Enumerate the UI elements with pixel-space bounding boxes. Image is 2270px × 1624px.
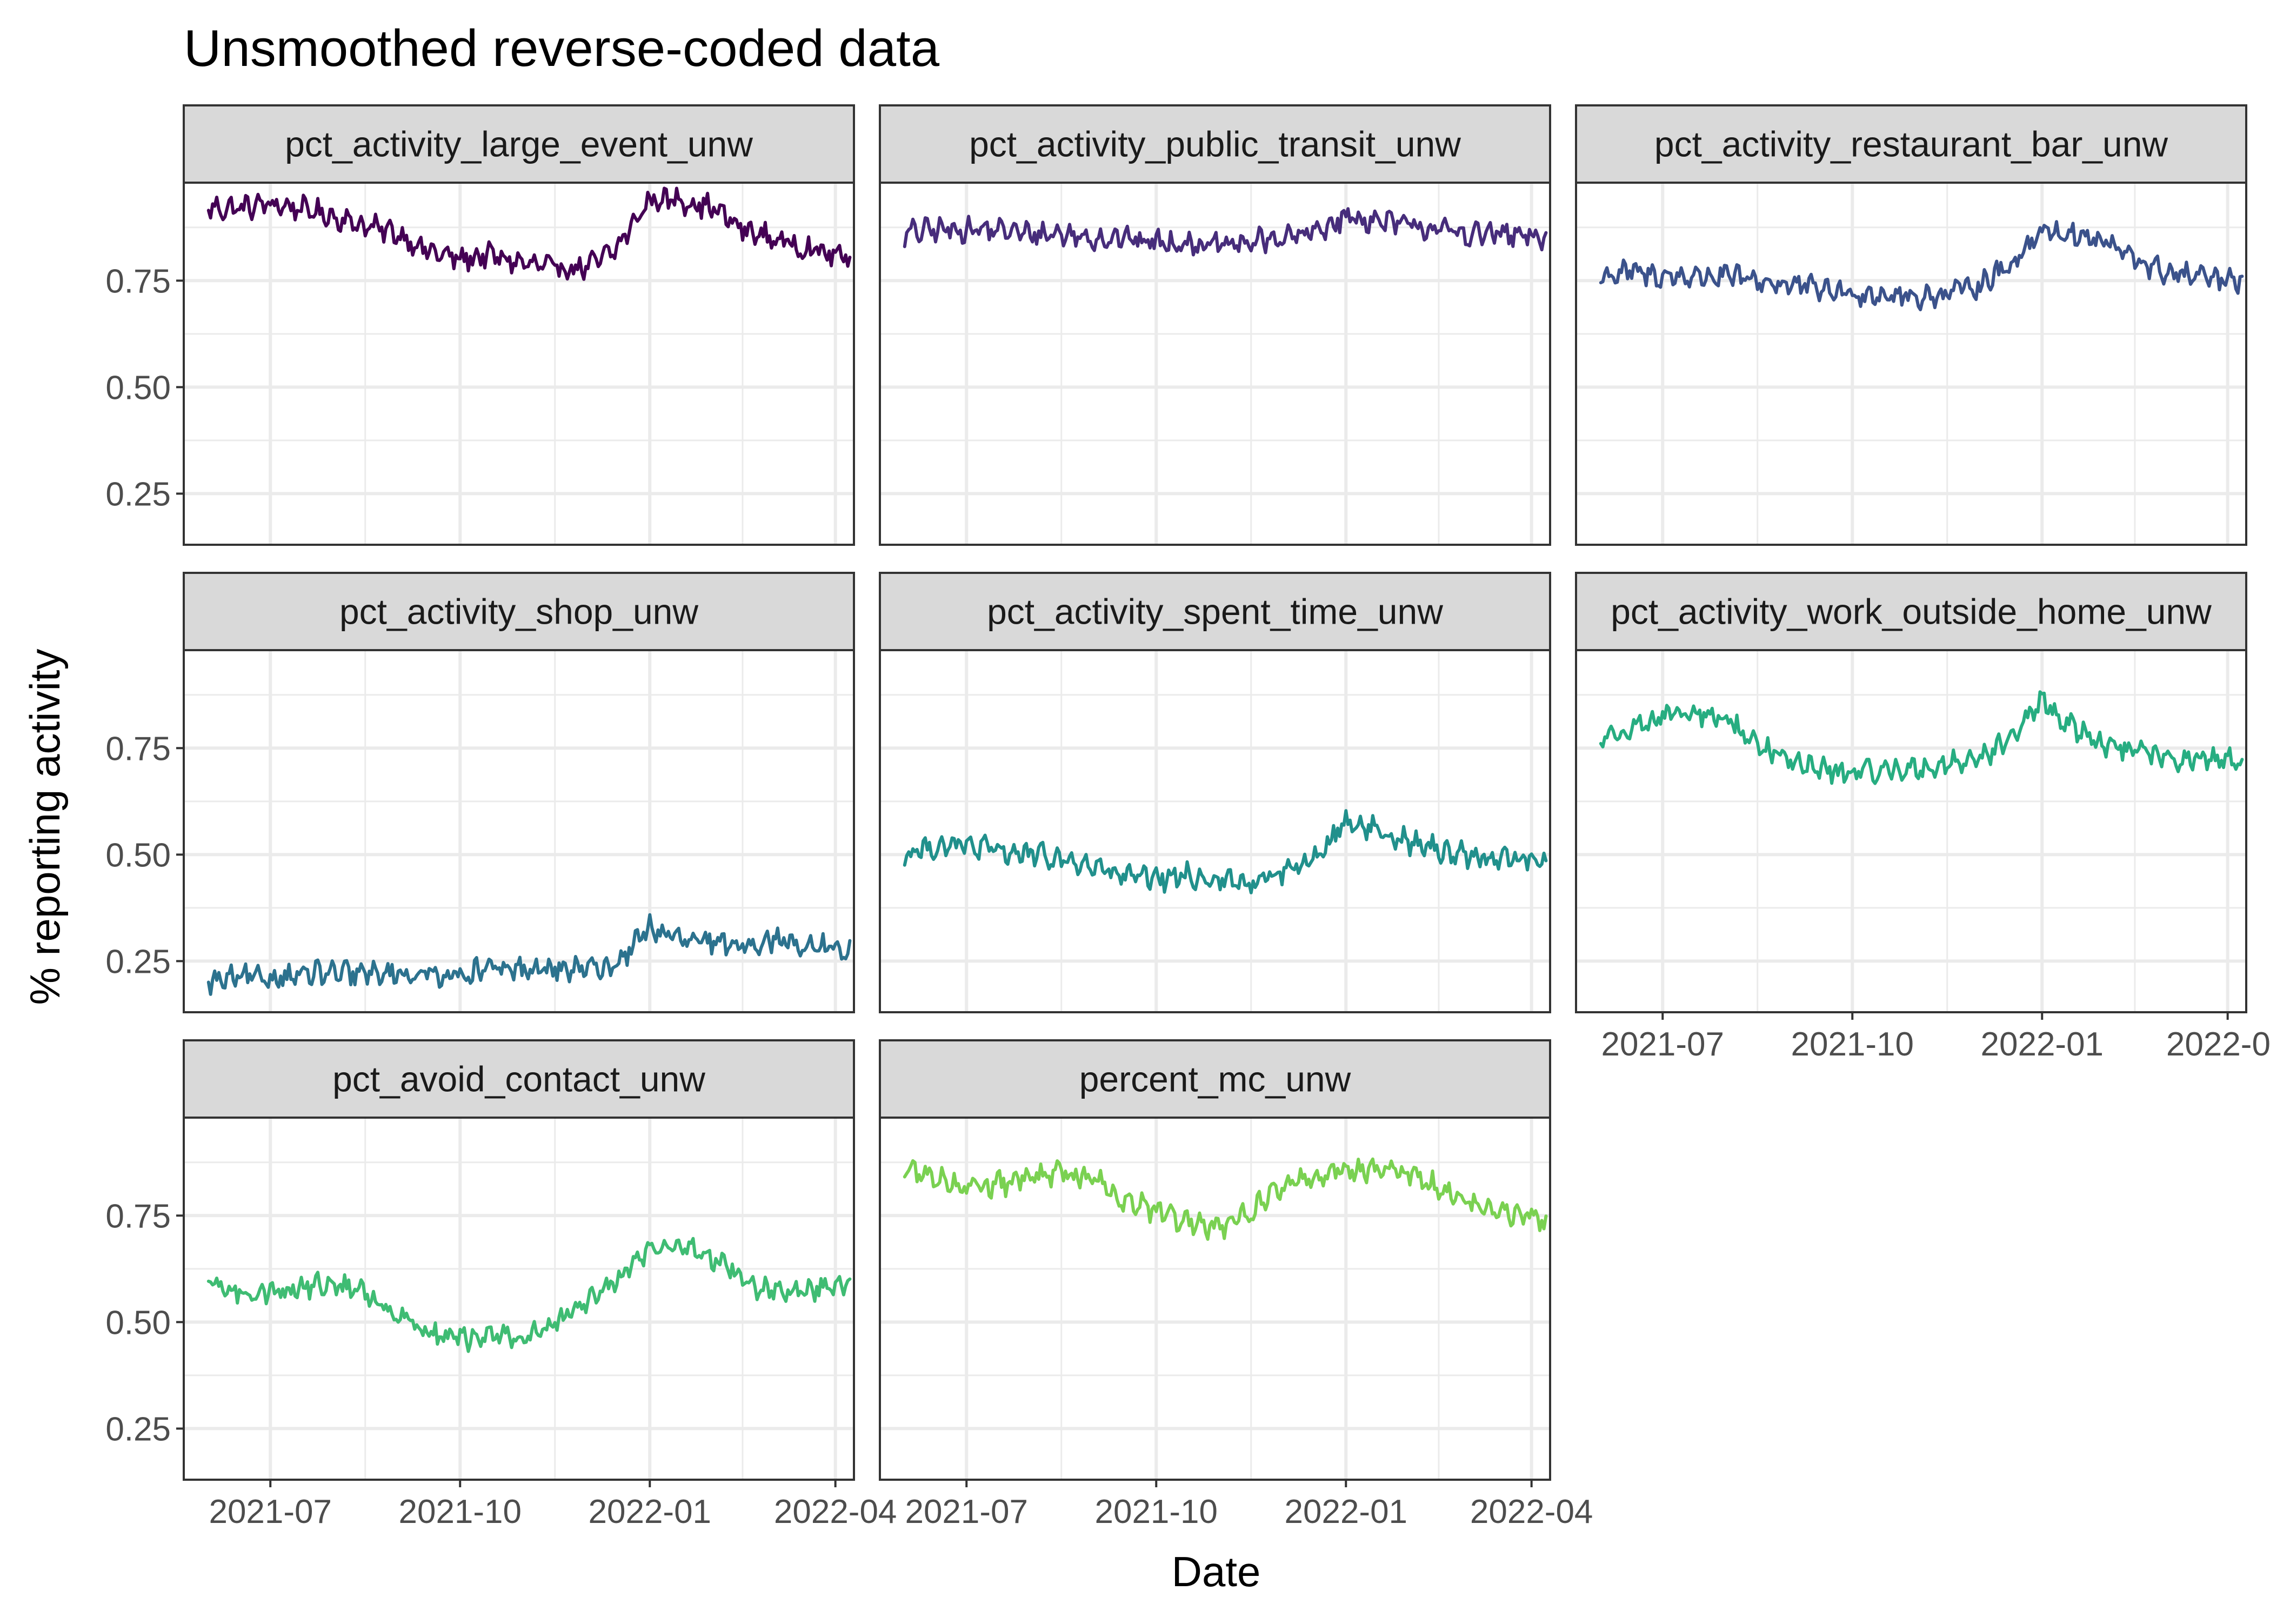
facet-panel: pct_activity_work_outside_home_unw 2021-0… [1575,572,2270,1063]
facet-panel: pct_activity_large_event_unw 0.25 0.50 0.75 [105,104,855,546]
x-tick-label: 2021-10 [1094,1493,1218,1531]
facet-strip [183,104,855,184]
chart-title: Unsmoothed reverse-coded data [184,19,940,77]
x-tick-label: 2022-04 [774,1493,897,1531]
series-line [206,1237,852,1353]
facet-strip [879,572,1551,651]
panel-border [879,1117,1551,1481]
facet-strip-label: pct_activity_shop_unw [339,592,698,632]
facet-panel: pct_avoid_contact_unw 0.25 0.50 0.75 2021-07… [105,1039,897,1531]
facet-strip-label: pct_avoid_contact_unw [332,1059,705,1099]
y-axis-title: % reporting activity [21,649,69,1005]
facet-strip-label: percent_mc_unw [1079,1059,1351,1099]
facet-strip-label: pct_activity_work_outside_home_unw [1611,592,2212,632]
facet-strip [879,1039,1551,1119]
series-line [903,809,1548,894]
facet-strip [1575,572,2247,651]
y-tick-label: 0.50 [105,837,171,874]
series-line [206,186,852,281]
y-tick-label: 0.75 [105,263,171,300]
facet-strip [183,1039,855,1119]
x-tick-label: 2022-01 [1981,1026,2104,1063]
facet-strip [879,104,1551,184]
panel-border [183,1117,855,1481]
y-tick-label: 0.25 [105,1411,171,1448]
series-line [1599,220,2244,311]
facet-strip-label: pct_activity_public_transit_unw [969,124,1461,164]
x-tick-label: 2022-01 [1285,1493,1408,1531]
y-tick-label: 0.75 [105,730,171,767]
y-tick-label: 0.75 [105,1198,171,1235]
facet-strip [1575,104,2247,184]
x-tick-label: 2021-07 [905,1493,1028,1531]
series-line [903,207,1548,257]
facet-strip-label: pct_activity_spent_time_unw [987,592,1443,632]
x-tick-label: 2022-01 [589,1493,712,1531]
y-tick-label: 0.50 [105,369,171,406]
facet-panel: pct_activity_spent_time_unw [879,572,1551,1013]
x-tick-label: 2022-04 [2166,1026,2270,1063]
y-tick-label: 0.50 [105,1304,171,1341]
facet-strip-label: pct_activity_restaurant_bar_unw [1654,124,2168,164]
facet-strip-label: pct_activity_large_event_unw [285,124,753,164]
panel-border [1575,182,2247,546]
x-axis-title: Date [1172,1548,1261,1595]
series-line [903,1157,1548,1241]
series-line [1599,690,2244,785]
facet-panel: percent_mc_unw 2021-07 2021-10 2022-01 2022-… [879,1039,1593,1531]
panel-border [879,649,1551,1013]
x-tick-label: 2021-07 [209,1493,332,1531]
facet-panel: pct_activity_public_transit_unw [879,104,1551,546]
y-tick-label: 0.25 [105,943,171,980]
facet-strip [183,572,855,651]
x-tick-label: 2021-10 [398,1493,522,1531]
x-tick-label: 2021-10 [1791,1026,1914,1063]
x-tick-label: 2022-04 [1470,1493,1593,1531]
facet-panel: pct_activity_shop_unw 0.25 0.50 0.75 [105,572,855,1013]
y-tick-label: 0.25 [105,476,171,513]
facet-panel: pct_activity_restaurant_bar_unw [1575,104,2247,546]
series-line [206,913,852,996]
facet-panels: pct_activity_large_event_unw 0.25 0.50 0.75… [105,104,2270,1531]
x-tick-label: 2021-07 [1601,1026,1724,1063]
panel-border [1575,649,2247,1013]
